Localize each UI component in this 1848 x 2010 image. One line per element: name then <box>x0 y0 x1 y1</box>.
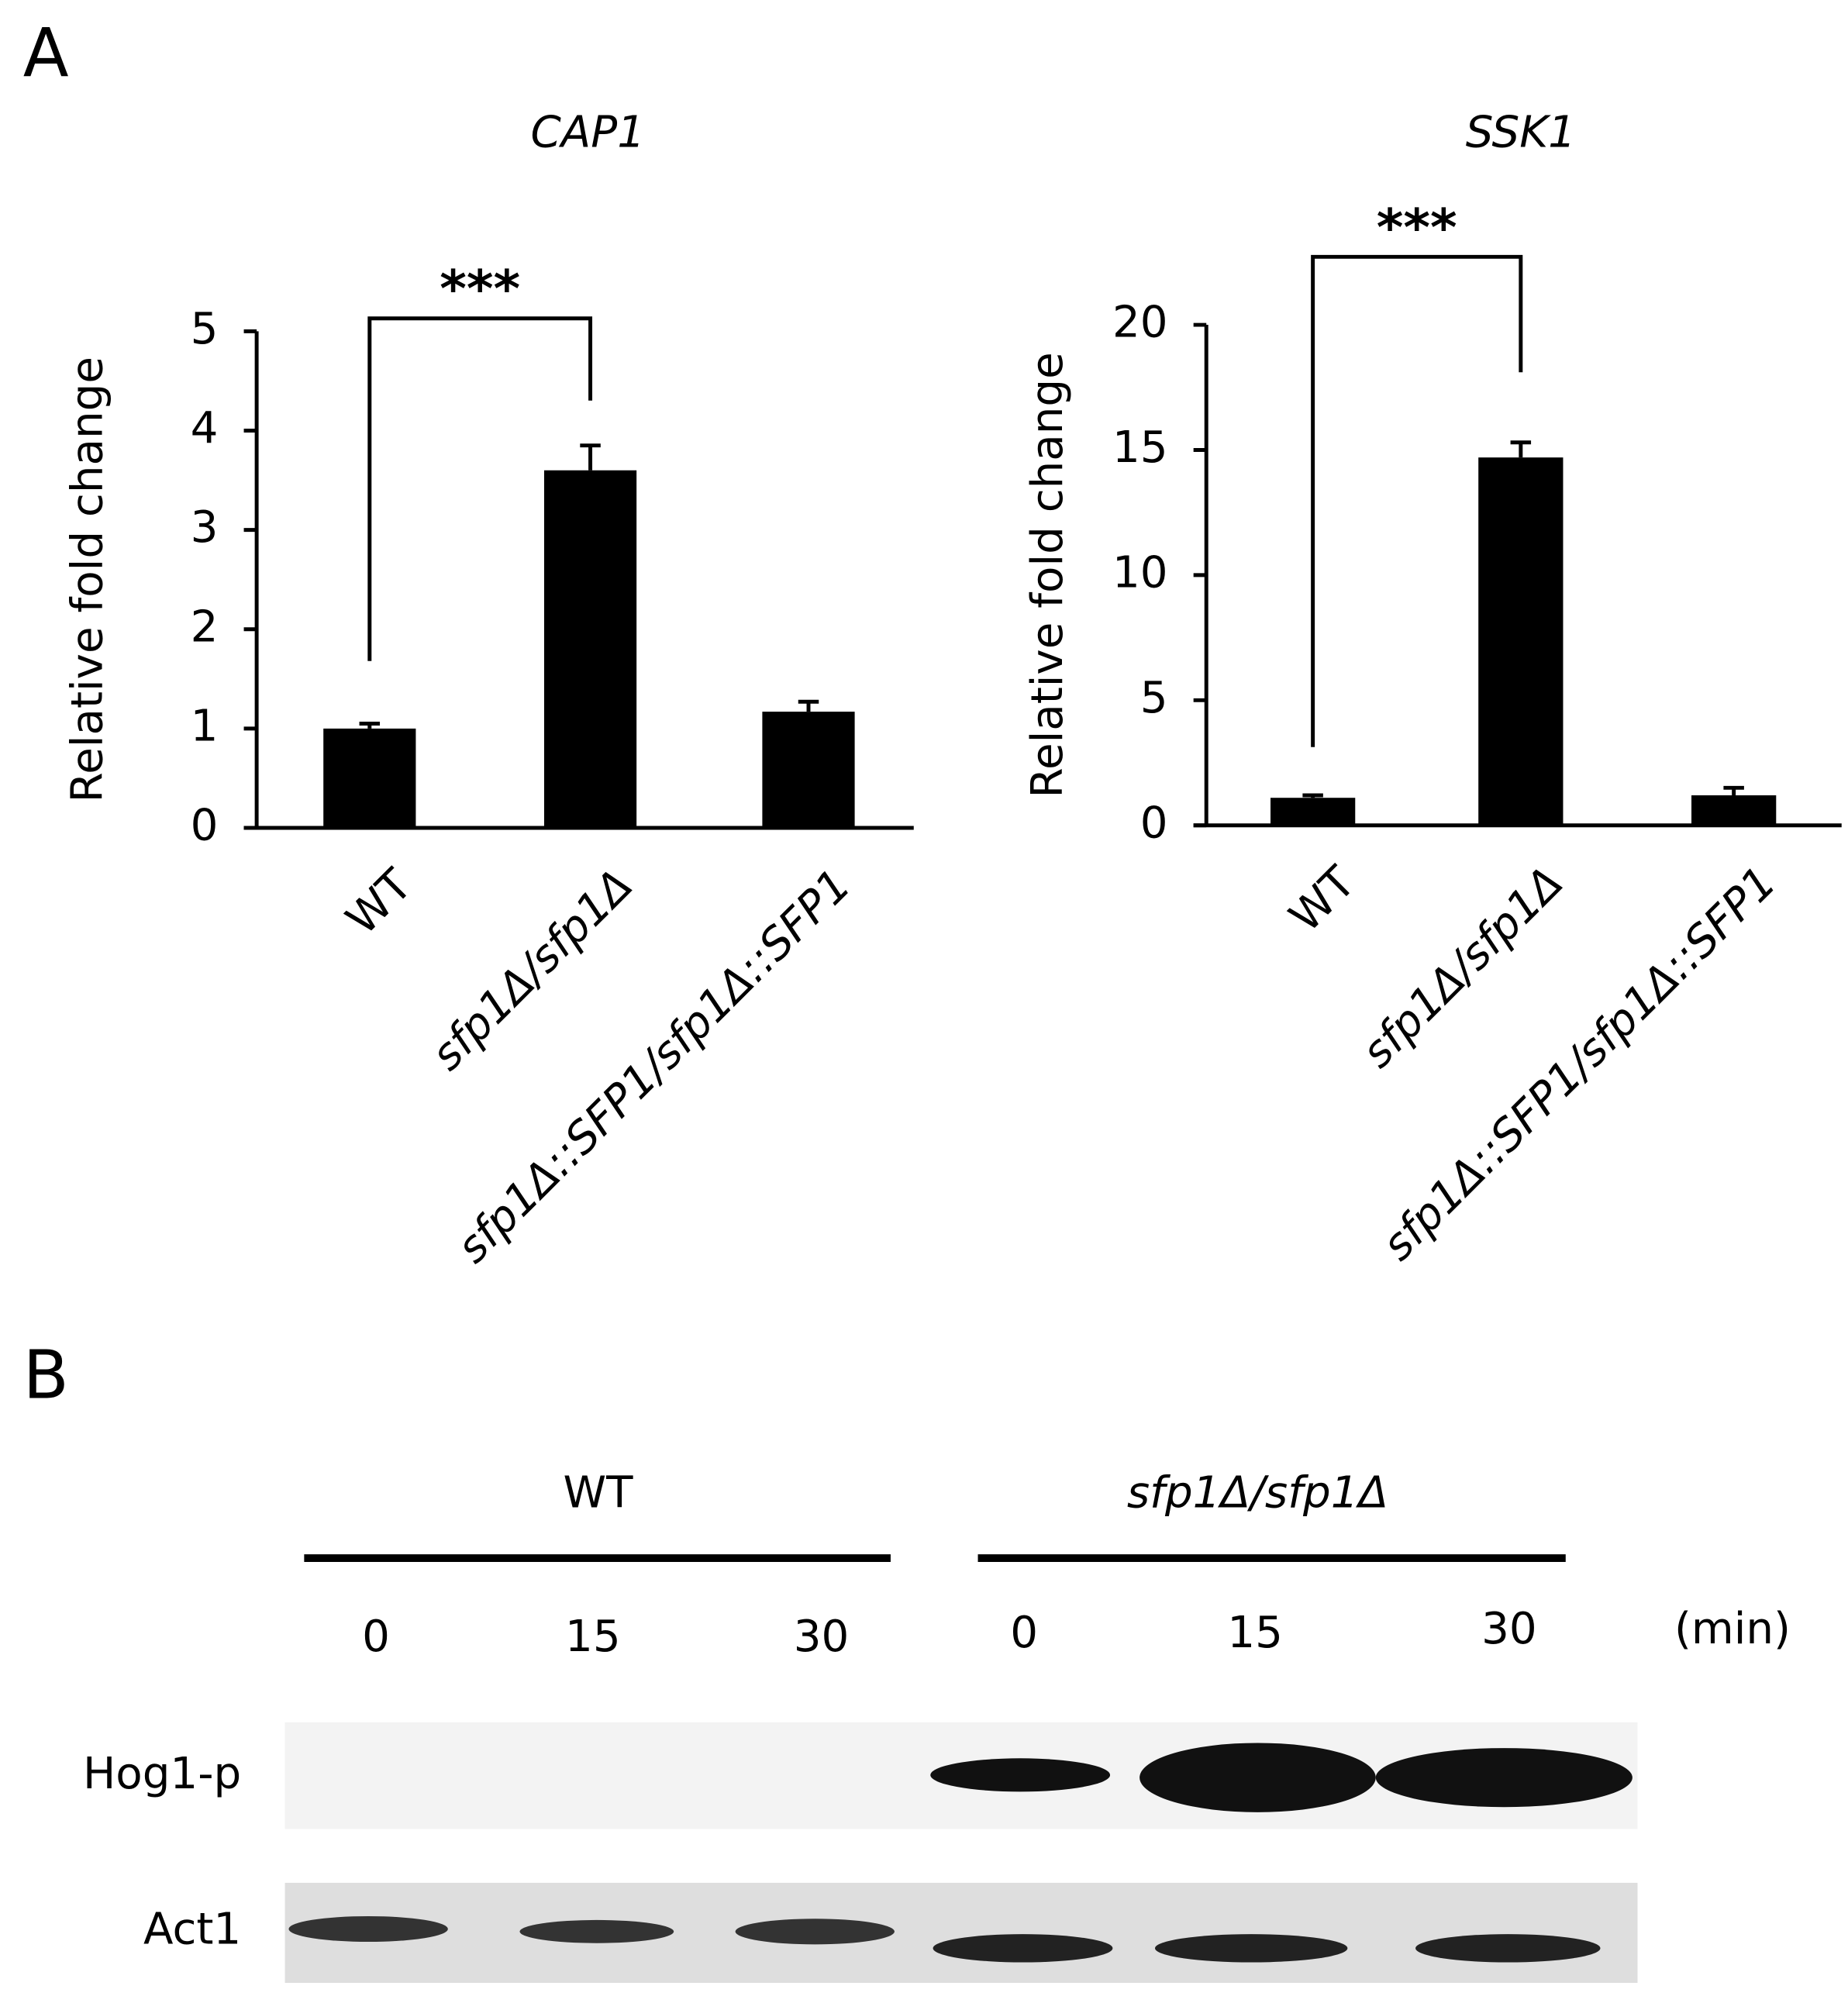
band <box>930 1758 1111 1792</box>
y-tick-label: 3 <box>191 502 219 553</box>
x-tick-label: sfp1Δ::SFP1/sfp1Δ::SFP1 <box>447 860 860 1273</box>
band <box>1139 1743 1376 1812</box>
row-label: Act1 <box>143 1904 241 1954</box>
y-tick-label: 0 <box>191 801 219 851</box>
y-tick-label: 4 <box>191 403 219 453</box>
bar <box>1478 457 1564 826</box>
band <box>1155 1934 1348 1963</box>
western-blot: WT sfp1Δ/sfp1Δ 0 15 30 0 15 30 (min) Hog… <box>83 1468 1791 1984</box>
panel-label: B <box>23 1336 69 1414</box>
blot-strip <box>284 1882 1638 1984</box>
x-tick-label: WT <box>1280 857 1365 942</box>
y-tick-label: 15 <box>1112 422 1168 473</box>
time-label: 30 <box>794 1612 850 1662</box>
chart-title: CAP1 <box>530 108 645 158</box>
bar <box>1270 798 1356 826</box>
significance-bracket <box>367 316 593 661</box>
y-tick-label: 10 <box>1112 548 1168 598</box>
group-label: sfp1Δ/sfp1Δ <box>1127 1468 1388 1519</box>
time-label: 15 <box>1227 1608 1283 1658</box>
band <box>288 1915 448 1943</box>
row-label: Hog1-p <box>83 1749 241 1799</box>
bar <box>543 470 637 829</box>
y-axis-label: Relative fold change <box>1022 352 1073 798</box>
y-tick-label: 0 <box>1140 798 1168 848</box>
x-tick-label: sfp1Δ::SFP1/sfp1Δ::SFP1 <box>1373 857 1786 1270</box>
y-tick-label: 20 <box>1112 298 1168 348</box>
y-tick-label: 2 <box>191 602 219 652</box>
band <box>1375 1748 1633 1808</box>
chart-title: SSK1 <box>1466 108 1576 158</box>
x-tick-label: sfp1Δ/sfp1Δ <box>422 860 642 1080</box>
significance-label: *** <box>440 260 520 319</box>
bar <box>323 728 416 829</box>
group-label: WT <box>563 1468 633 1519</box>
significance-bracket <box>1311 254 1523 747</box>
time-label: 0 <box>362 1612 390 1662</box>
band <box>735 1919 895 1945</box>
y-tick-label: 5 <box>1140 673 1168 723</box>
x-tick-label: sfp1Δ/sfp1Δ <box>1353 857 1573 1077</box>
x-tick-label: WT <box>336 860 422 945</box>
bar <box>762 712 855 829</box>
time-label: 0 <box>1010 1608 1038 1658</box>
band <box>1415 1934 1601 1963</box>
significance-label: *** <box>1377 198 1457 257</box>
bar <box>1691 795 1777 826</box>
y-tick-label: 5 <box>191 304 219 354</box>
time-label: 30 <box>1481 1604 1537 1654</box>
panel-label: A <box>23 15 69 92</box>
band <box>519 1919 674 1943</box>
y-tick-label: 1 <box>191 702 219 752</box>
time-label: 15 <box>565 1612 621 1662</box>
y-axis-label: Relative fold change <box>63 357 113 802</box>
band <box>933 1934 1113 1963</box>
unit-label: (min) <box>1674 1604 1791 1654</box>
